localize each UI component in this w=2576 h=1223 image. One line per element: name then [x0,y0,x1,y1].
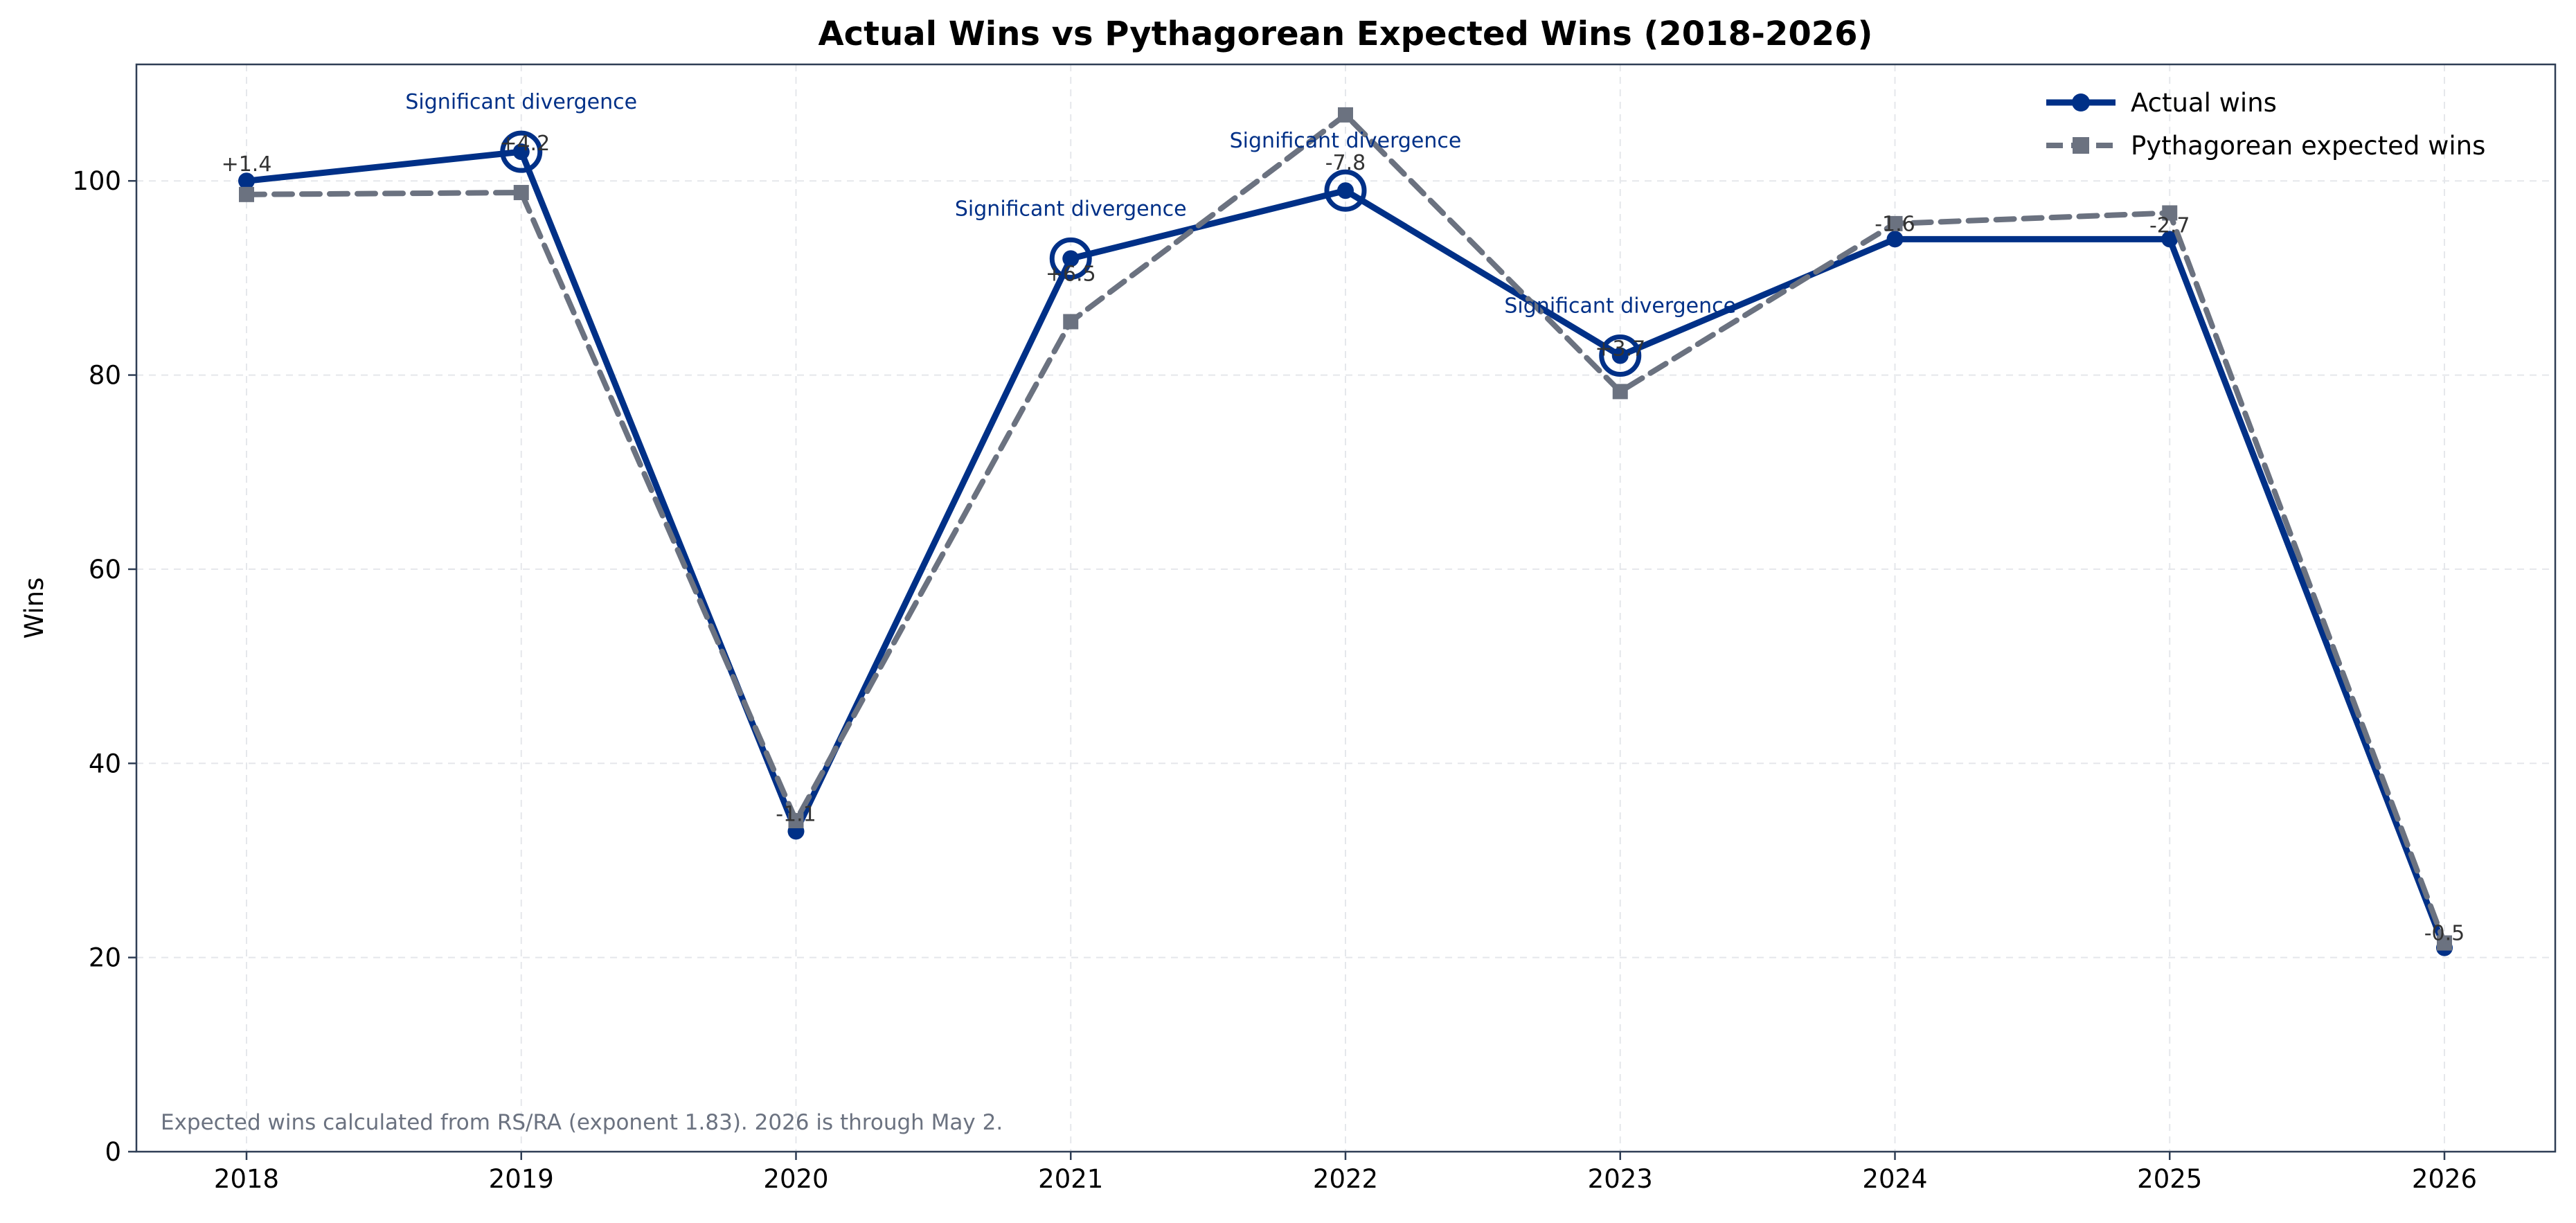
expected-wins-point [1063,314,1079,330]
actual-wins-point [1886,231,1904,248]
difference-label: +6.5 [1046,262,1096,286]
legend-label: Actual wins [2131,88,2277,118]
series [238,107,2453,956]
divergence-label: Significant divergence [1230,129,1462,153]
difference-label: -2.7 [2149,213,2190,238]
legend-marker [2072,93,2090,111]
expected-wins-point [2437,935,2452,951]
x-tick-label: 2025 [2137,1164,2202,1194]
divergence-label: Significant divergence [405,90,637,114]
difference-label: -1.1 [776,802,816,826]
divergence-highlight-ring [1049,237,1092,280]
expected-wins-point [788,812,804,828]
actual-wins-point [1062,250,1080,267]
difference-label: -7.8 [1325,151,1366,175]
x-tick-label: 2026 [2412,1164,2477,1194]
legend-label: Pythagorean expected wins [2131,131,2485,161]
x-tick-label: 2018 [214,1164,279,1194]
y-tick-label: 80 [89,361,121,391]
expected-wins-point [2162,205,2178,221]
divergence-label: Significant divergence [1504,294,1736,319]
y-tick-label: 20 [89,943,121,973]
x-tick-label: 2023 [1588,1164,1653,1194]
x-tick-label: 2021 [1038,1164,1103,1194]
actual-wins-point [238,172,255,190]
y-tick-label: 0 [105,1137,121,1167]
actual-wins-point [1337,182,1354,199]
x-tick-label: 2024 [1862,1164,1927,1194]
legend-marker [2073,137,2089,154]
divergence-highlight-ring [500,130,543,173]
y-axis-label: Wins [19,578,49,639]
expected-wins-point [239,186,254,202]
axes: 2018 2019 2020 2021 2022 2023 2024 2025 2026 0 20 4… [72,166,2477,1194]
difference-label: +1.4 [222,152,272,177]
divergence-highlight-ring [1599,334,1642,377]
expected-wins-point [513,185,529,201]
y-tick-label: 100 [72,166,121,196]
expected-wins-point [1612,384,1628,400]
actual-wins-point [512,143,530,161]
y-tick-label: 60 [89,555,121,584]
expected-wins-point [1887,215,1903,231]
x-tick-label: 2020 [763,1164,828,1194]
chart-title: Actual Wins vs Pythagorean Expected Wins… [819,15,1873,53]
difference-label: +3.7 [1595,337,1645,361]
actual-wins-point [1611,347,1629,364]
difference-label: +4.2 [499,132,550,156]
legend: Actual wins Pythagorean expected wins [2046,88,2485,161]
divergence-highlight-ring [1324,169,1367,212]
expected-wins-point [1338,107,1353,123]
x-tick-label: 2022 [1313,1164,1378,1194]
chart-footnote: Expected wins calculated from RS/RA (exp… [161,1110,1003,1135]
actual-wins-point [2161,231,2179,248]
y-tick-label: 40 [89,749,121,778]
x-tick-label: 2019 [489,1164,554,1194]
difference-label: -1.6 [1875,212,1915,236]
annotations: Significant divergence Significant diverg… [222,90,2465,945]
divergence-label: Significant divergence [955,197,1187,221]
difference-label: -0.5 [2424,922,2465,946]
